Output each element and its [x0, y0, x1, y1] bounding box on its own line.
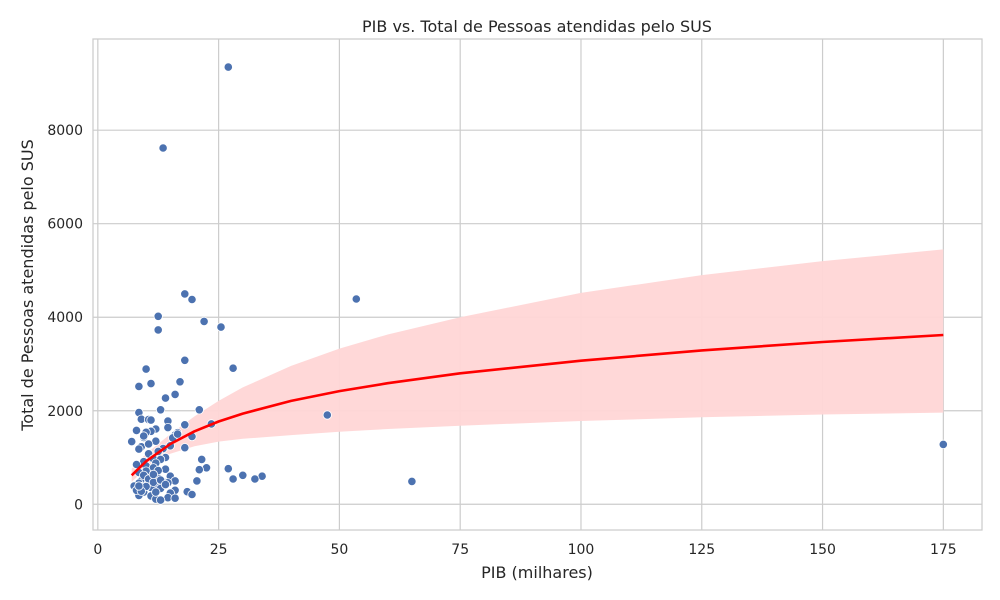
y-axis-label: Total de Pessoas atendidas pelo SUS	[18, 139, 37, 432]
data-point	[134, 381, 144, 391]
plot-frame	[92, 38, 983, 531]
data-point	[148, 469, 158, 479]
x-tick-label: 25	[210, 542, 228, 558]
trend-line-layer	[130, 333, 944, 477]
data-point	[199, 316, 209, 326]
data-point	[180, 420, 190, 430]
x-tick-label: 75	[451, 542, 469, 558]
x-tick-label: 175	[930, 542, 957, 558]
x-tick-label: 150	[809, 542, 836, 558]
data-point	[170, 493, 180, 503]
data-point	[250, 474, 260, 484]
y-tick-label: 6000	[47, 217, 83, 233]
x-axis-label: PIB (milhares)	[481, 563, 593, 582]
data-point	[156, 495, 166, 505]
data-point	[151, 487, 161, 497]
x-tick-label: 125	[688, 542, 715, 558]
data-point	[228, 474, 238, 484]
data-point	[180, 289, 190, 299]
data-point	[153, 311, 163, 321]
data-point	[938, 439, 948, 449]
data-point	[139, 431, 149, 441]
trend-line	[130, 333, 944, 477]
data-point	[187, 294, 197, 305]
data-point	[407, 476, 417, 486]
data-point	[127, 436, 137, 447]
data-point	[146, 415, 156, 425]
data-point	[160, 393, 171, 403]
data-point	[228, 363, 238, 373]
data-point	[160, 479, 171, 490]
data-point	[173, 429, 183, 439]
data-point	[153, 325, 163, 335]
data-point	[197, 454, 207, 464]
data-point	[144, 439, 154, 449]
data-point	[141, 364, 151, 374]
data-point	[238, 470, 248, 480]
x-tick-label: 0	[93, 542, 102, 558]
chart-title: PIB vs. Total de Pessoas atendidas pelo …	[362, 17, 712, 36]
data-point	[158, 143, 168, 153]
data-point	[351, 294, 361, 304]
data-point	[192, 476, 202, 486]
data-point	[180, 443, 190, 453]
data-point	[170, 389, 180, 399]
data-point	[187, 489, 197, 500]
data-point	[180, 355, 190, 365]
data-point	[134, 444, 144, 454]
data-point	[156, 405, 166, 415]
data-point	[194, 465, 204, 475]
data-point	[131, 425, 142, 435]
data-point	[223, 464, 233, 474]
data-point	[194, 405, 204, 415]
y-tick-label: 8000	[47, 123, 83, 139]
data-point	[223, 62, 233, 72]
x-tick-label: 50	[330, 542, 348, 558]
tick-labels: 0 25 50 75 100 125 150 175 0 2000 4000 6000 8000	[47, 123, 956, 558]
data-point	[163, 422, 173, 433]
data-point	[216, 322, 226, 332]
x-tick-label: 100	[568, 542, 595, 558]
y-tick-label: 0	[74, 497, 83, 513]
data-point	[322, 410, 332, 420]
y-tick-label: 2000	[47, 404, 83, 420]
data-point	[146, 378, 156, 389]
data-point	[175, 377, 185, 387]
y-tick-label: 4000	[47, 310, 83, 326]
data-point	[134, 481, 144, 491]
